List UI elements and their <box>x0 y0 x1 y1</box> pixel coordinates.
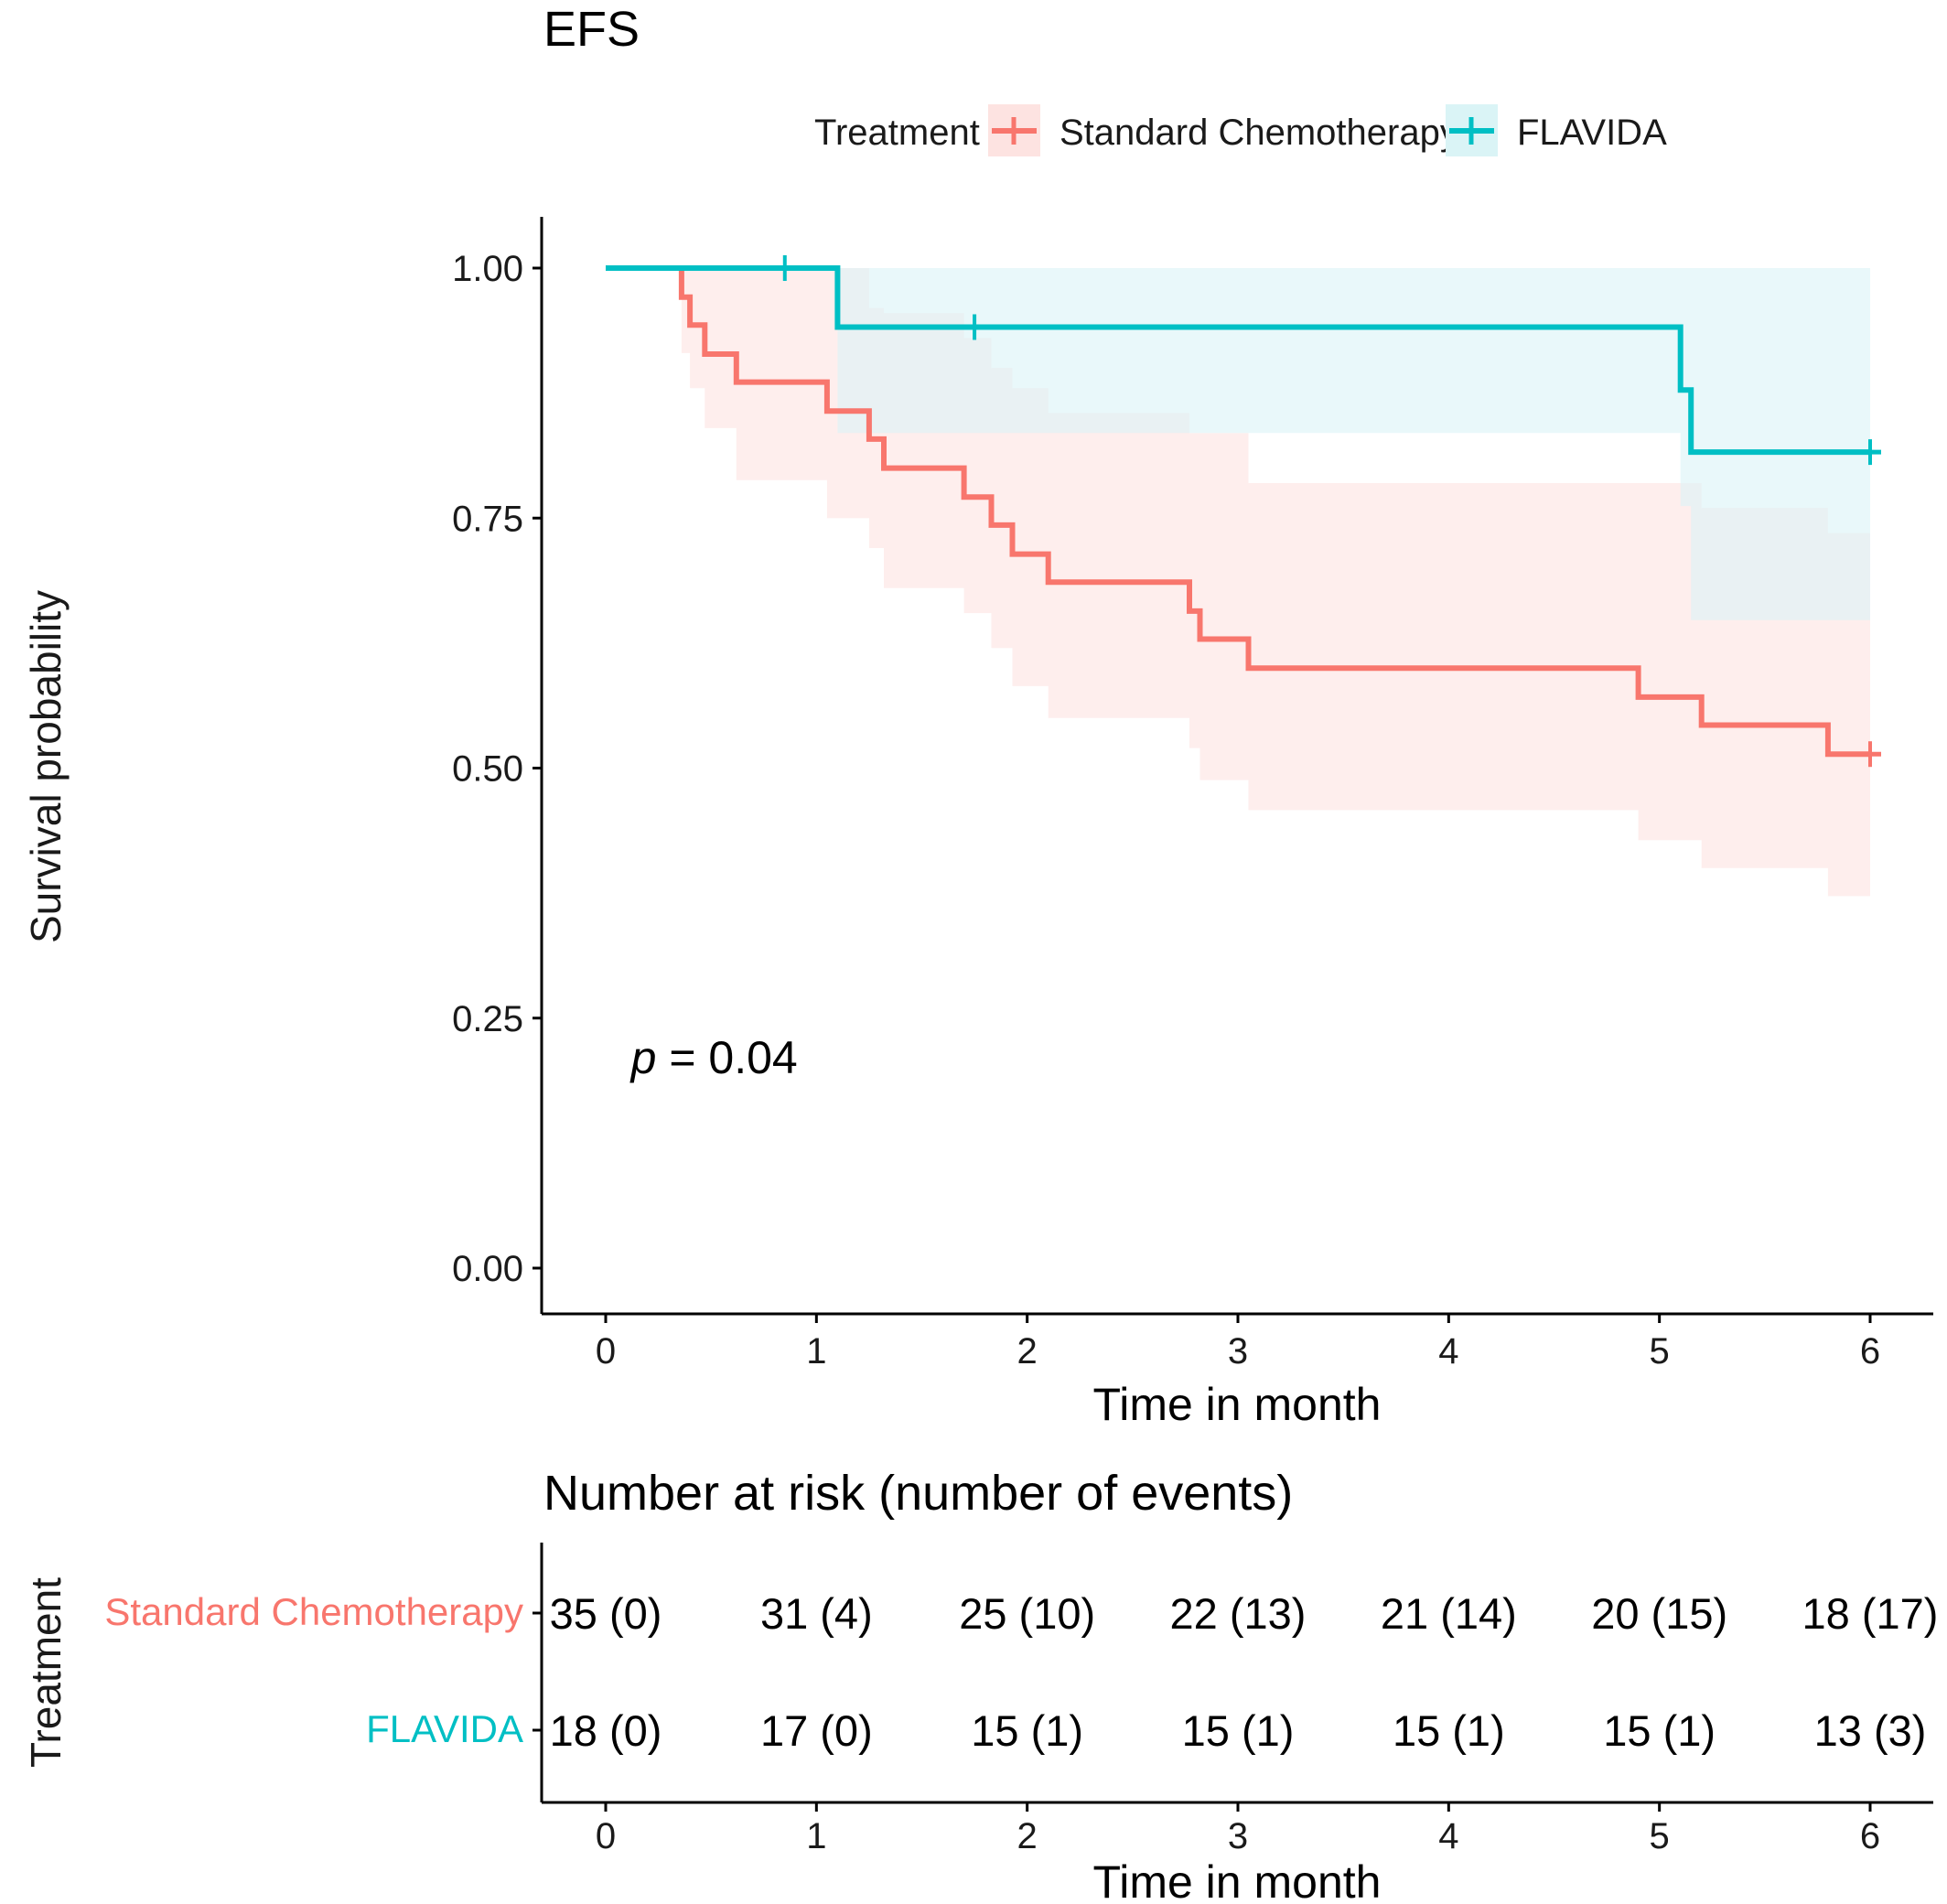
risk-table-cells: 35 (0) 31 (4) 25 (10) 22 (13) 21 (14) 20 (15)… <box>550 1589 1939 1755</box>
censor-mark-flavida <box>773 255 796 281</box>
x-tick-label: 5 <box>1650 1816 1670 1856</box>
p-value-symbol: p <box>629 1032 657 1083</box>
legend-title: Treatment <box>814 113 980 153</box>
y-tick-label: 0.75 <box>452 499 523 539</box>
legend-label-standard-chemotherapy: Standard Chemotherapy <box>1060 113 1458 153</box>
x-tick-label: 4 <box>1438 1816 1458 1856</box>
x-tick-label: 1 <box>806 1331 826 1372</box>
y-tick-label: 1.00 <box>452 249 523 289</box>
risk-y-axis-label: Treatment <box>22 1577 70 1768</box>
p-value-text: = 0.04 <box>656 1032 797 1083</box>
x-tick-label: 6 <box>1860 1331 1880 1372</box>
y-tick-label: 0.00 <box>452 1249 523 1289</box>
risk-cell-standard-chemotherapy: 22 (13) <box>1170 1589 1307 1638</box>
y-axis-label: Survival probability <box>22 590 70 943</box>
x-tick-label: 4 <box>1438 1331 1458 1372</box>
risk-cell-flavida: 15 (1) <box>1182 1706 1295 1755</box>
y-tick-label: 0.50 <box>452 749 523 790</box>
censor-mark-flavida <box>1859 439 1881 466</box>
x-tick-label: 0 <box>596 1331 616 1372</box>
x-tick-label: 0 <box>596 1816 616 1856</box>
risk-cell-standard-chemotherapy: 20 (15) <box>1591 1589 1727 1638</box>
risk-cell-standard-chemotherapy: 31 (4) <box>760 1589 873 1638</box>
risk-cell-standard-chemotherapy: 21 (14) <box>1381 1589 1517 1638</box>
risk-x-axis-label: Time in month <box>1093 1856 1382 1904</box>
y-axis-ticks: 0.00 0.25 0.50 0.75 1.00 <box>452 249 542 1289</box>
survival-curve-flavida <box>606 265 1870 456</box>
censor-marks <box>773 255 1881 768</box>
x-tick-label: 3 <box>1228 1816 1248 1856</box>
risk-cell-standard-chemotherapy: 18 (17) <box>1802 1589 1939 1638</box>
survival-curves <box>606 265 1870 758</box>
x-tick-label: 6 <box>1860 1816 1880 1856</box>
x-tick-label: 5 <box>1650 1331 1670 1372</box>
risk-cell-flavida: 17 (0) <box>760 1706 873 1755</box>
x-axis-ticks: 0 1 2 3 4 5 6 <box>596 1314 1880 1372</box>
confidence-band-flavida <box>606 268 1870 620</box>
risk-cell-flavida: 15 (1) <box>971 1706 1083 1755</box>
survival-curve-standard-chemotherapy <box>606 265 1870 758</box>
x-axis-label: Time in month <box>1093 1379 1382 1430</box>
x-tick-label: 2 <box>1017 1816 1038 1856</box>
x-tick-label: 3 <box>1228 1331 1248 1372</box>
legend-label-flavida: FLAVIDA <box>1517 113 1667 153</box>
risk-x-axis-ticks: 0 1 2 3 4 5 6 <box>596 1802 1880 1856</box>
x-tick-label: 2 <box>1017 1331 1038 1372</box>
censor-mark-flavida <box>963 314 986 340</box>
risk-cell-flavida: 18 (0) <box>550 1706 662 1755</box>
risk-cell-flavida: 13 (3) <box>1814 1706 1927 1755</box>
risk-table-title: Number at risk (number of events) <box>543 1466 1293 1521</box>
chart-title: EFS <box>543 2 640 57</box>
risk-row-label-standard-chemotherapy: Standard Chemotherapy <box>104 1590 523 1633</box>
x-tick-label: 1 <box>806 1816 826 1856</box>
risk-cell-standard-chemotherapy: 25 (10) <box>959 1589 1095 1638</box>
risk-cell-flavida: 15 (1) <box>1603 1706 1716 1755</box>
censor-mark-standard-chemotherapy <box>1859 741 1881 768</box>
confidence-bands <box>606 268 1870 897</box>
p-value-annotation: p = 0.04 <box>629 1032 798 1083</box>
risk-row-label-flavida: FLAVIDA <box>366 1707 523 1750</box>
y-tick-label: 0.25 <box>452 999 523 1039</box>
risk-cell-standard-chemotherapy: 35 (0) <box>550 1589 662 1638</box>
risk-cell-flavida: 15 (1) <box>1393 1706 1505 1755</box>
legend: Treatment Standard Chemotherapy FLAVIDA <box>814 104 1667 156</box>
